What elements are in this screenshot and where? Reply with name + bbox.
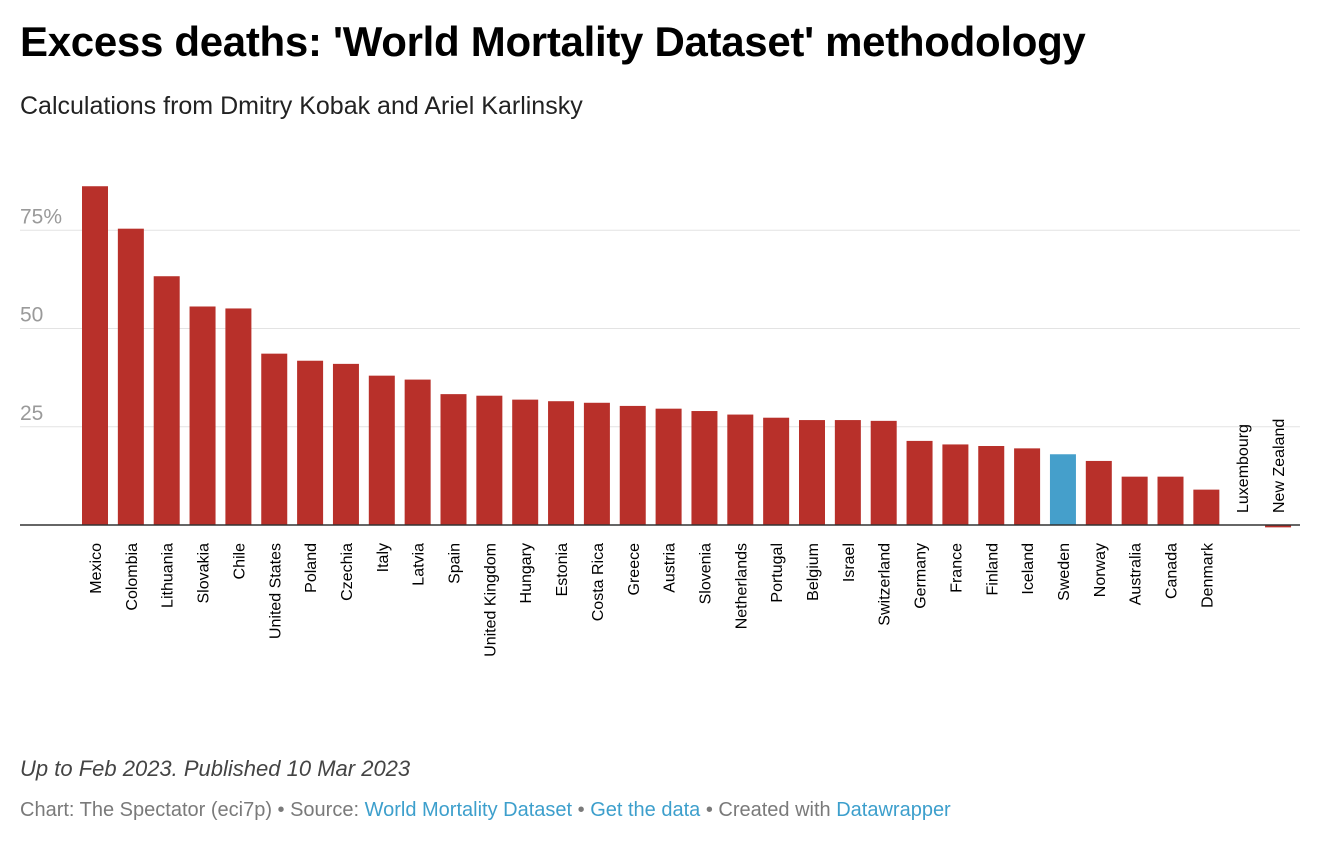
- bar-czechia: [332, 363, 359, 525]
- x-label-israel: Israel: [841, 543, 858, 582]
- x-label-iceland: Iceland: [1020, 543, 1037, 595]
- bar-slovenia: [691, 411, 718, 525]
- bar-slovakia: [189, 306, 216, 525]
- x-label-united-states: United States: [267, 543, 284, 639]
- x-label-united-kingdom: United Kingdom: [482, 543, 499, 657]
- footer-created-with: • Created with: [700, 799, 837, 821]
- bar-belgium: [799, 420, 825, 525]
- x-label-luxembourg: Luxembourg: [1235, 424, 1252, 513]
- bar-hungary: [512, 399, 539, 525]
- x-label-denmark: Denmark: [1199, 542, 1216, 608]
- footer-credit: Chart: The Spectator (eci7p) • Source:: [20, 799, 365, 821]
- x-label-canada: Canada: [1164, 543, 1181, 599]
- x-label-latvia: Latvia: [411, 543, 428, 586]
- category-labels: Mexico Colombia Lithuania Slovakia Chile Unit…: [88, 419, 1288, 657]
- x-label-finland: Finland: [984, 543, 1001, 595]
- footer-separator: •: [572, 799, 591, 821]
- x-label-lithuania: Lithuania: [160, 543, 177, 608]
- bar-australia: [1121, 476, 1148, 525]
- chart-footer: Chart: The Spectator (eci7p) • Source: W…: [20, 799, 951, 822]
- bar-greece: [619, 405, 646, 525]
- x-label-netherlands: Netherlands: [733, 543, 750, 629]
- get-data-link[interactable]: Get the data: [590, 799, 701, 821]
- bar-austria: [655, 408, 682, 525]
- source-link[interactable]: World Mortality Dataset: [364, 799, 573, 821]
- bar-chile: [225, 308, 252, 525]
- y-tick-label: 75%: [20, 205, 62, 228]
- x-label-switzerland: Switzerland: [877, 543, 894, 626]
- bar-portugal: [763, 417, 790, 525]
- bar-germany: [906, 440, 933, 525]
- bar-finland: [978, 446, 1005, 525]
- x-label-france: France: [948, 543, 965, 593]
- x-label-poland: Poland: [303, 543, 320, 593]
- x-label-mexico: Mexico: [88, 543, 105, 594]
- bar-israel: [834, 420, 861, 525]
- bar-united-kingdom: [476, 395, 503, 525]
- bar-poland: [297, 360, 324, 525]
- y-tick-label: 50: [20, 304, 43, 327]
- x-label-spain: Spain: [447, 543, 464, 584]
- x-label-hungary: Hungary: [518, 543, 535, 603]
- x-label-belgium: Belgium: [805, 543, 822, 601]
- x-label-greece: Greece: [626, 543, 643, 596]
- bar-chart: 25 50 75% Mexico Colombia Lithuania Slovakia C…: [20, 186, 1300, 657]
- bars: [82, 186, 1292, 528]
- x-label-germany: Germany: [913, 543, 930, 609]
- bar-lithuania: [153, 276, 180, 525]
- bar-estonia: [548, 401, 575, 525]
- x-label-slovakia: Slovakia: [196, 543, 213, 604]
- bar-switzerland: [870, 420, 897, 525]
- datawrapper-link[interactable]: Datawrapper: [836, 799, 951, 821]
- bar-netherlands: [727, 414, 754, 525]
- bar-new-zealand: [1265, 525, 1292, 528]
- bar-united-states: [261, 353, 288, 525]
- x-label-colombia: Colombia: [124, 543, 141, 611]
- bar-colombia: [117, 228, 144, 526]
- x-label-chile: Chile: [231, 543, 248, 580]
- x-label-australia: Australia: [1128, 543, 1145, 605]
- y-tick-label: 25: [20, 402, 43, 425]
- bar-costa-rica: [583, 402, 610, 525]
- x-label-new-zealand: New Zealand: [1271, 419, 1288, 513]
- x-label-slovenia: Slovenia: [697, 543, 714, 604]
- x-label-portugal: Portugal: [769, 543, 786, 603]
- x-label-costa-rica: Costa Rica: [590, 543, 607, 621]
- bar-norway: [1085, 460, 1112, 525]
- bar-sweden: [1049, 454, 1076, 525]
- bar-canada: [1157, 476, 1184, 525]
- chart-title: Excess deaths: 'World Mortality Dataset'…: [20, 18, 1086, 65]
- x-label-austria: Austria: [662, 543, 679, 593]
- bar-denmark: [1193, 489, 1220, 525]
- chart-subtitle: Calculations from Dmitry Kobak and Ariel…: [20, 92, 583, 120]
- x-label-czechia: Czechia: [339, 543, 356, 601]
- bar-italy: [368, 375, 395, 525]
- bar-france: [942, 444, 969, 525]
- bar-mexico: [82, 186, 108, 525]
- bar-iceland: [1014, 448, 1041, 525]
- x-label-sweden: Sweden: [1056, 543, 1073, 601]
- chart-notes: Up to Feb 2023. Published 10 Mar 2023: [20, 756, 411, 781]
- bar-latvia: [404, 379, 431, 525]
- x-label-italy: Italy: [375, 543, 392, 572]
- x-label-estonia: Estonia: [554, 543, 571, 596]
- bar-spain: [440, 394, 467, 525]
- x-label-norway: Norway: [1092, 543, 1109, 597]
